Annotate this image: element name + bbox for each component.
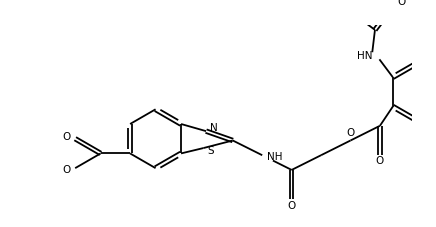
Text: O: O [62, 132, 71, 142]
Text: O: O [397, 0, 405, 7]
Text: O: O [62, 165, 71, 175]
Text: O: O [376, 156, 384, 166]
Text: O: O [346, 128, 354, 138]
Text: S: S [208, 146, 215, 156]
Text: HN: HN [357, 51, 372, 61]
Text: N: N [211, 123, 218, 133]
Text: NH: NH [267, 152, 282, 162]
Text: O: O [287, 201, 296, 211]
